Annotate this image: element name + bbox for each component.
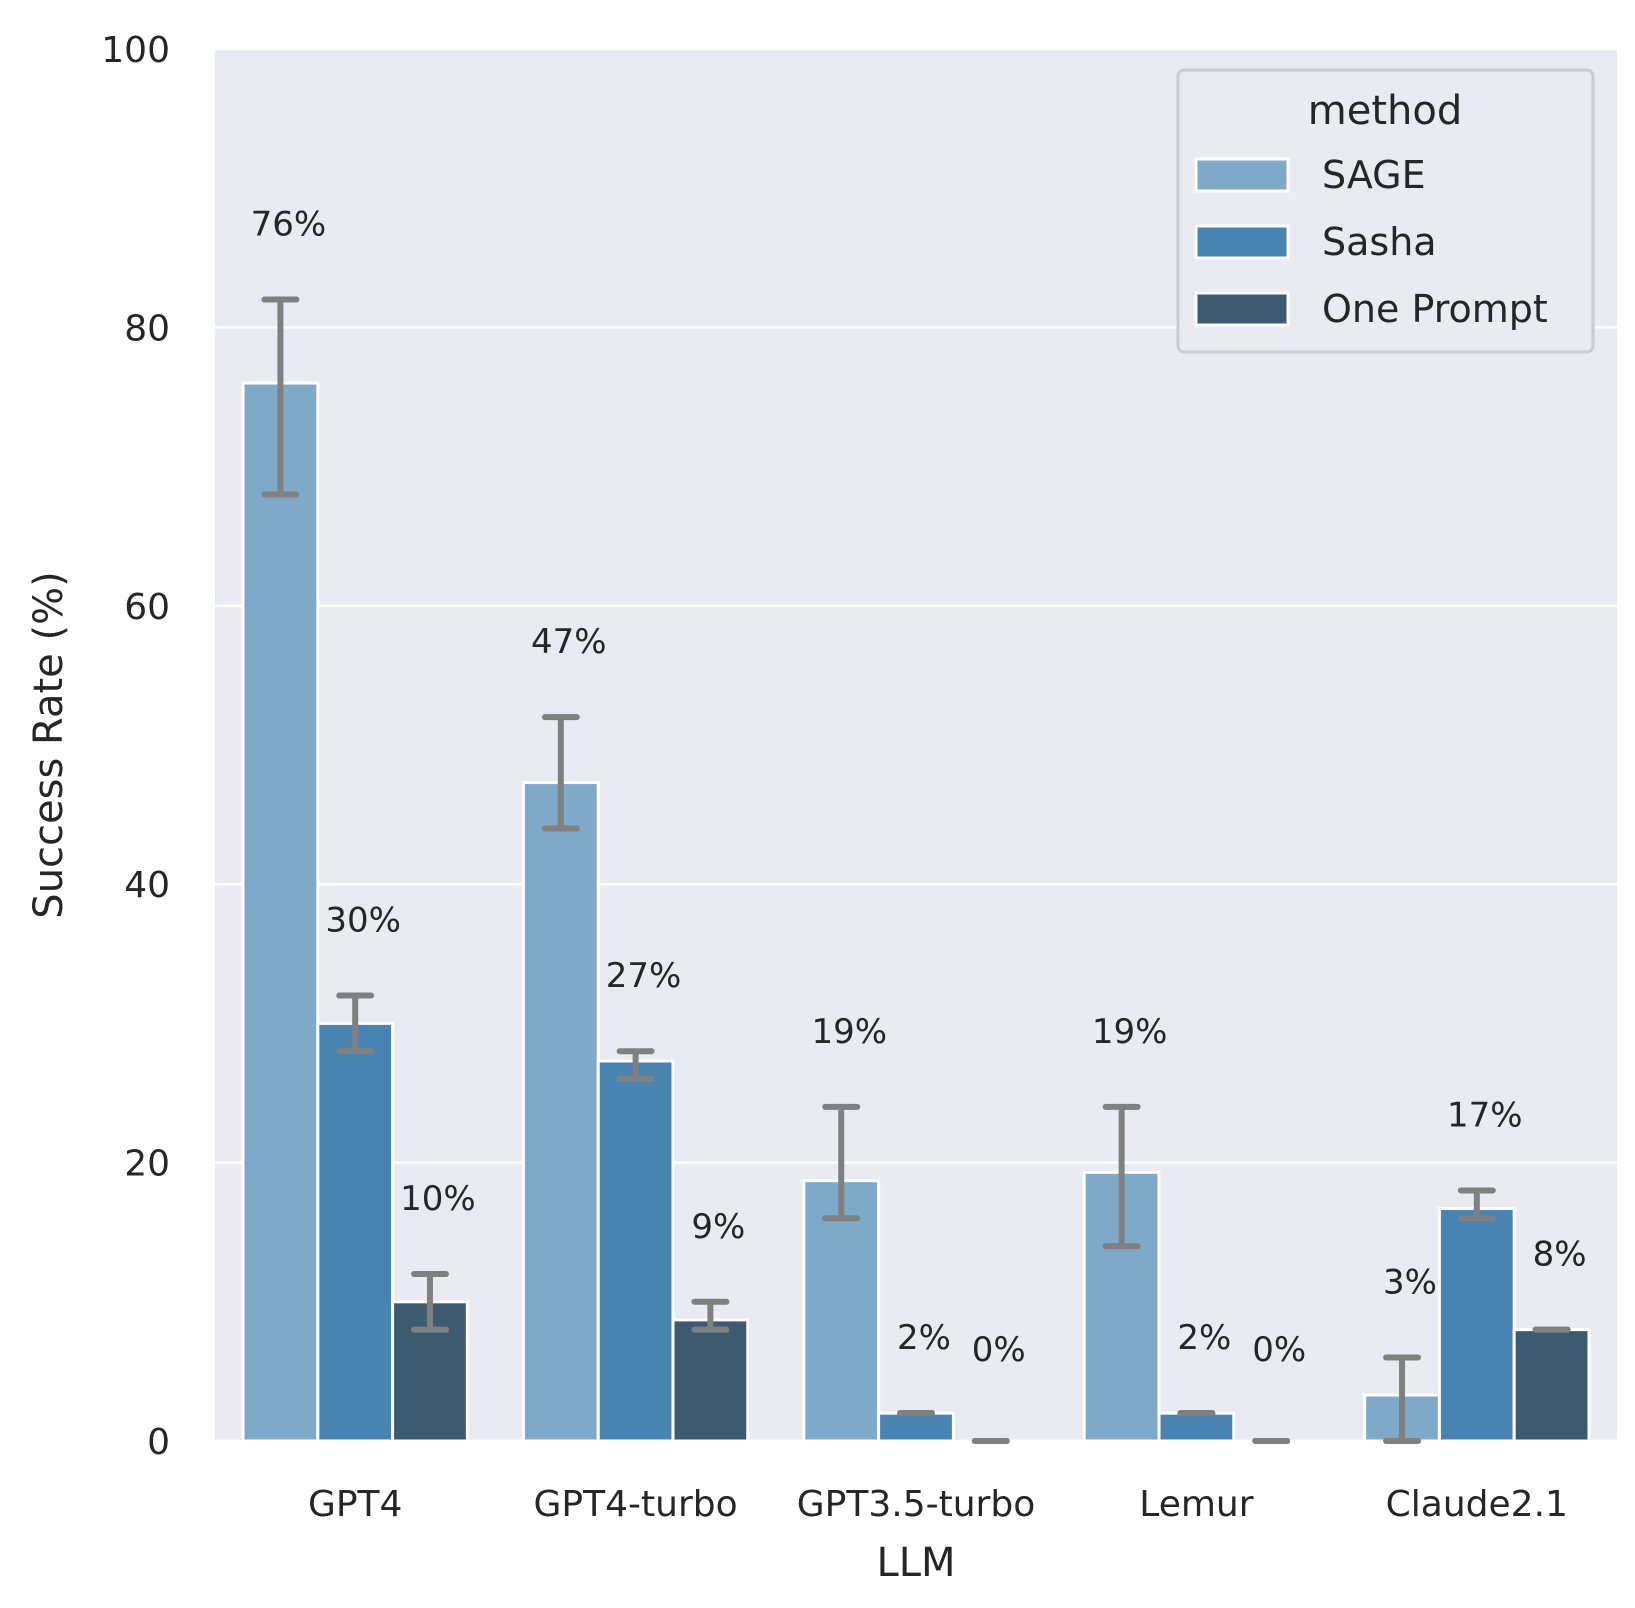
y-tick-label: 0	[147, 1422, 170, 1463]
bar-one-prompt-1	[671, 1318, 750, 1443]
bar-sasha-0	[316, 1021, 395, 1443]
bar-value-label: 10%	[400, 1179, 476, 1219]
y-tick-label: 100	[101, 30, 170, 71]
bar-value-label: 9%	[691, 1207, 745, 1247]
y-tick-label: 80	[124, 308, 170, 349]
bar-value-label: 0%	[1252, 1330, 1306, 1370]
bar-value-label: 3%	[1383, 1262, 1437, 1302]
legend-label: Sasha	[1322, 220, 1437, 264]
x-tick-label: GPT3.5-turbo	[797, 1484, 1035, 1525]
x-tick-label: GPT4-turbo	[534, 1484, 738, 1525]
x-tick-label: Claude2.1	[1386, 1484, 1568, 1525]
bar-value-label: 76%	[251, 205, 327, 245]
x-tick-label: GPT4	[308, 1484, 403, 1525]
bar-value-label: 2%	[1177, 1318, 1231, 1358]
bar-value-label: 47%	[531, 622, 607, 662]
legend-swatch-sage	[1194, 157, 1290, 193]
bar-sage-1	[521, 781, 600, 1443]
legend-items: SAGE Sasha One Prompt	[1194, 153, 1548, 331]
bar-one-prompt-4	[1512, 1328, 1591, 1443]
y-tick-label: 60	[124, 587, 170, 628]
bar-value-label: 17%	[1447, 1095, 1523, 1135]
y-axis-ticks: 0 20 40 60 80 100	[101, 30, 170, 1463]
y-axis-title: Success Rate (%)	[26, 571, 72, 918]
bars	[241, 381, 1591, 1443]
bar-value-label: 8%	[1533, 1235, 1587, 1275]
x-axis-ticks: GPT4 GPT4-turbo GPT3.5-turbo Lemur Claude2.1	[308, 1484, 1568, 1525]
x-tick-label: Lemur	[1139, 1484, 1253, 1525]
legend: method SAGE Sasha One Prompt	[1176, 68, 1595, 354]
bar-value-label: 30%	[325, 901, 401, 941]
y-tick-label: 20	[124, 1144, 170, 1185]
bar-value-label: 19%	[811, 1012, 887, 1052]
bar-sasha-4	[1437, 1207, 1516, 1443]
bar-sasha-1	[596, 1059, 675, 1443]
bar-sage-0	[241, 381, 320, 1443]
legend-title: method	[1308, 88, 1462, 134]
legend-label: One Prompt	[1322, 287, 1548, 331]
legend-label: SAGE	[1322, 153, 1426, 197]
y-tick-label: 40	[124, 865, 170, 906]
x-axis-title: LLM	[876, 1540, 955, 1586]
bar-value-label: 2%	[897, 1318, 951, 1358]
bar-labels: 76% 47% 19% 19% 3% 30% 27% 2% 2% 17% 10% 9% 0% 0% 8%	[251, 205, 1587, 1370]
error-bars	[261, 296, 1571, 1444]
bar-value-label: 19%	[1092, 1012, 1168, 1052]
legend-swatch-sasha	[1194, 224, 1290, 260]
bar-value-label: 27%	[606, 956, 682, 996]
bar-sasha-3	[1157, 1411, 1236, 1443]
legend-box	[1176, 68, 1595, 354]
bar-value-label: 0%	[972, 1330, 1026, 1370]
legend-swatch-one-prompt	[1194, 291, 1290, 327]
bar-sasha-2	[877, 1411, 955, 1443]
